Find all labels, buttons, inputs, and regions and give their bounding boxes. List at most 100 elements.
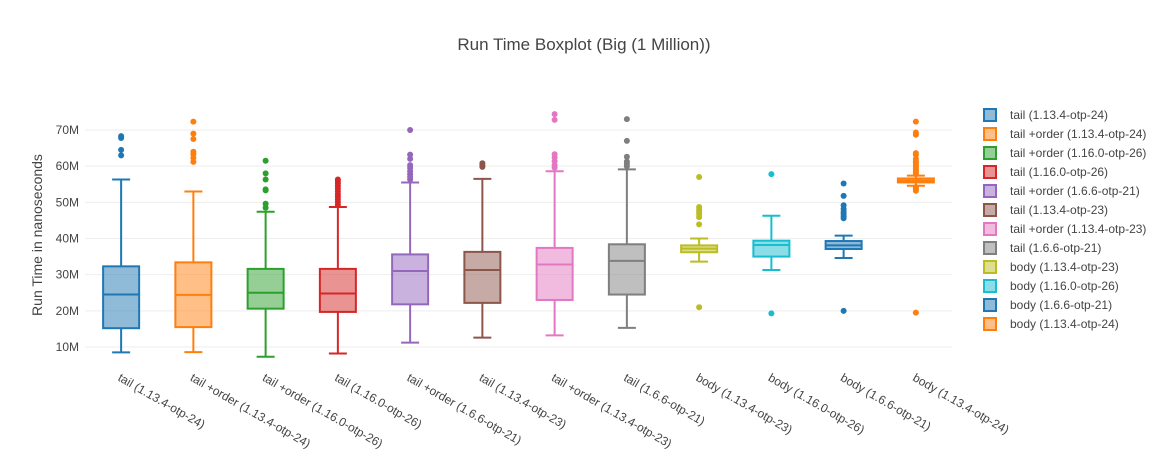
box-series bbox=[102, 111, 935, 358]
legend-swatch bbox=[983, 146, 997, 160]
box-trace bbox=[680, 174, 719, 311]
outlier-point bbox=[262, 186, 269, 193]
legend-label: tail +order (1.13.4-otp-24) bbox=[1010, 127, 1146, 141]
outlier-point bbox=[262, 170, 269, 177]
legend-item: tail +order (1.6.6-otp-21) bbox=[983, 184, 1140, 198]
legend-swatch bbox=[983, 184, 997, 198]
outlier-point bbox=[551, 151, 558, 158]
x-tick-label: tail +order (1.6.6-otp-21) bbox=[405, 370, 524, 447]
outlier-point bbox=[190, 136, 197, 143]
outlier-point bbox=[696, 204, 703, 211]
outlier-point bbox=[407, 127, 414, 133]
legend-item: body (1.13.4-otp-24) bbox=[983, 317, 1119, 331]
box-iqr bbox=[318, 267, 357, 313]
outlier-point bbox=[118, 133, 125, 140]
outlier-point bbox=[190, 130, 197, 137]
outlier-point bbox=[623, 116, 630, 123]
outlier-point bbox=[768, 171, 775, 178]
box-trace bbox=[174, 118, 213, 354]
outlier-point bbox=[912, 150, 919, 157]
box-trace bbox=[318, 176, 357, 355]
legend-swatch bbox=[983, 203, 997, 217]
outlier-point bbox=[912, 184, 919, 191]
outlier-point bbox=[479, 160, 486, 167]
box-iqr bbox=[246, 267, 285, 310]
outlier-point bbox=[696, 174, 703, 181]
legend-label: tail (1.13.4-otp-24) bbox=[1010, 108, 1108, 122]
box-trace bbox=[463, 160, 502, 339]
outlier-point bbox=[551, 116, 558, 123]
x-tick-label: tail +order (1.16.0-otp-26) bbox=[260, 370, 385, 450]
outlier-point bbox=[551, 111, 558, 118]
box-iqr bbox=[607, 243, 646, 296]
box-trace bbox=[752, 171, 791, 317]
box-iqr bbox=[391, 253, 430, 306]
legend-swatch bbox=[983, 241, 997, 255]
y-tick-label: 30M bbox=[56, 268, 79, 282]
y-tick-label: 20M bbox=[56, 304, 79, 318]
outlier-point bbox=[912, 155, 919, 162]
box-trace bbox=[102, 133, 141, 354]
outlier-point bbox=[407, 155, 414, 162]
legend-label: body (1.13.4-otp-23) bbox=[1010, 260, 1119, 274]
box-trace bbox=[535, 111, 574, 337]
y-axis-label: Run Time in nanoseconds bbox=[29, 154, 45, 316]
legend-item: body (1.16.0-otp-26) bbox=[983, 279, 1119, 293]
outlier-point bbox=[768, 310, 775, 317]
legend-label: body (1.13.4-otp-24) bbox=[1010, 317, 1119, 331]
outlier-point bbox=[623, 137, 630, 144]
legend-item: tail (1.16.0-otp-26) bbox=[983, 165, 1108, 179]
legend-label: body (1.6.6-otp-21) bbox=[1010, 298, 1112, 312]
x-axis-ticks: tail (1.13.4-otp-24)tail +order (1.13.4-… bbox=[116, 370, 1012, 450]
box-trace bbox=[607, 116, 646, 329]
outlier-point bbox=[334, 176, 341, 183]
y-tick-label: 10M bbox=[56, 340, 79, 354]
outlier-point bbox=[912, 309, 919, 316]
legend-item: tail (1.13.4-otp-23) bbox=[983, 203, 1108, 217]
box-iqr bbox=[102, 265, 141, 330]
legend-label: body (1.16.0-otp-26) bbox=[1010, 279, 1119, 293]
legend-label: tail (1.16.0-otp-26) bbox=[1010, 165, 1108, 179]
y-tick-label: 40M bbox=[56, 232, 79, 246]
legend-label: tail +order (1.13.4-otp-23) bbox=[1010, 222, 1146, 236]
legend-swatch bbox=[983, 165, 997, 179]
y-tick-label: 60M bbox=[56, 159, 79, 173]
legend-swatch bbox=[983, 317, 997, 331]
y-tick-label: 70M bbox=[56, 123, 79, 137]
x-tick-label: tail +order (1.13.4-otp-24) bbox=[188, 370, 313, 450]
legend-item: tail (1.13.4-otp-24) bbox=[983, 108, 1108, 122]
outlier-point bbox=[262, 157, 269, 164]
outlier-point bbox=[840, 192, 847, 199]
outlier-point bbox=[840, 180, 847, 187]
box-trace bbox=[896, 118, 935, 316]
grid-lines bbox=[85, 129, 952, 348]
y-axis-ticks: 10M 20M 30M 40M 50M 60M 70M bbox=[56, 123, 79, 354]
outlier-point bbox=[623, 153, 630, 160]
outlier-point bbox=[623, 158, 630, 165]
legend-label: tail +order (1.6.6-otp-21) bbox=[1010, 184, 1140, 198]
x-tick-label: tail +order (1.13.4-otp-23) bbox=[549, 370, 674, 450]
legend-swatch bbox=[983, 222, 997, 236]
box-iqr bbox=[752, 239, 791, 258]
legend-swatch bbox=[983, 127, 997, 141]
legend-item: tail (1.6.6-otp-21) bbox=[983, 241, 1101, 255]
outlier-point bbox=[912, 118, 919, 125]
outlier-point bbox=[190, 148, 197, 155]
legend-swatch bbox=[983, 108, 997, 122]
legend-label: tail (1.6.6-otp-21) bbox=[1010, 241, 1101, 255]
outlier-point bbox=[262, 200, 269, 207]
outlier-point bbox=[407, 151, 414, 158]
legend: tail (1.13.4-otp-24) tail +order (1.13.4-… bbox=[983, 108, 1146, 331]
legend-item: body (1.6.6-otp-21) bbox=[983, 298, 1112, 312]
y-tick-label: 50M bbox=[56, 195, 79, 209]
outlier-point bbox=[840, 307, 847, 314]
box-iqr bbox=[463, 250, 502, 304]
chart-title: Run Time Boxplot (Big (1 Million)) bbox=[457, 35, 710, 54]
outlier-point bbox=[262, 176, 269, 183]
box-trace bbox=[391, 127, 430, 344]
outlier-point bbox=[696, 221, 703, 228]
legend-label: tail +order (1.16.0-otp-26) bbox=[1010, 146, 1146, 160]
box-trace bbox=[824, 180, 863, 314]
legend-item: body (1.13.4-otp-23) bbox=[983, 260, 1119, 274]
